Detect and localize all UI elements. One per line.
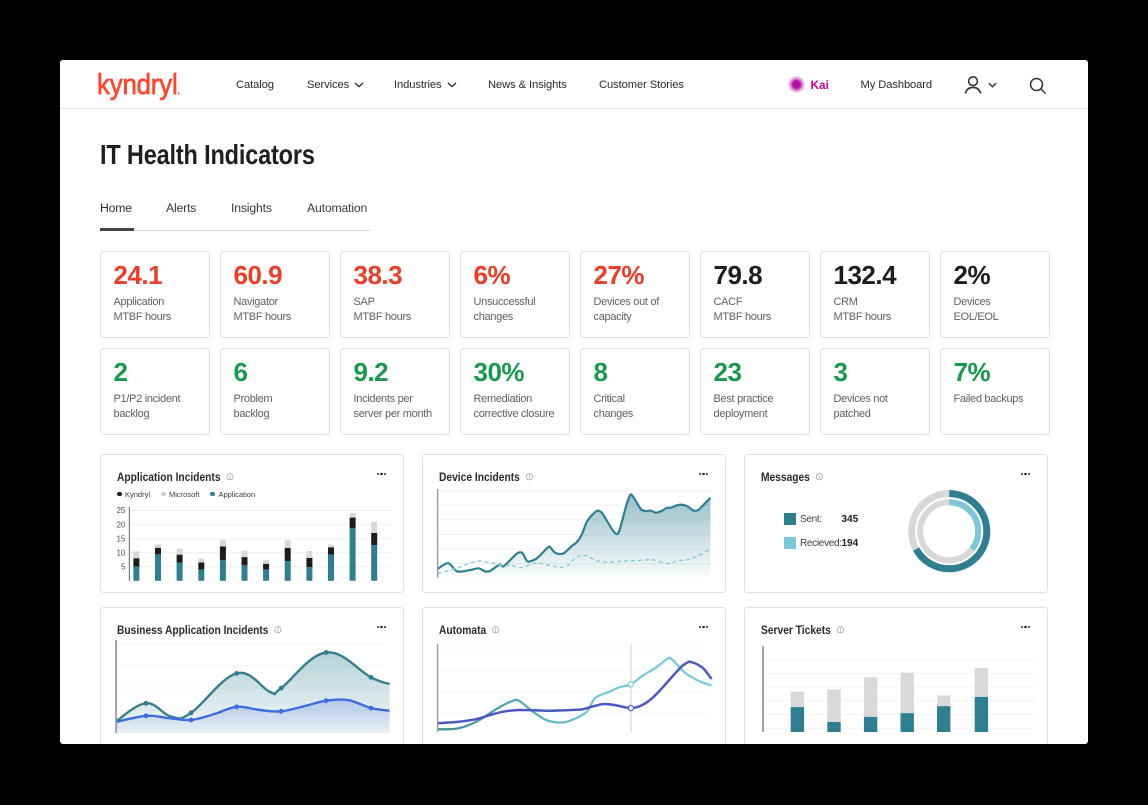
svg-text:10: 10: [116, 548, 125, 557]
svg-text:5: 5: [121, 563, 126, 572]
svg-text:15: 15: [116, 534, 125, 543]
svg-text:20: 20: [116, 520, 125, 529]
svg-text:25: 25: [116, 506, 125, 515]
